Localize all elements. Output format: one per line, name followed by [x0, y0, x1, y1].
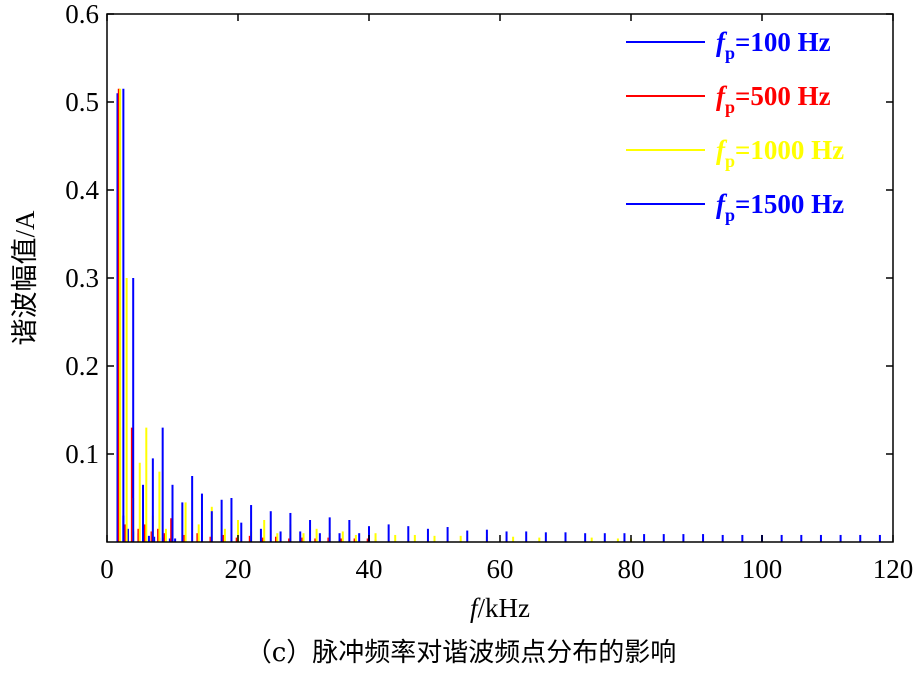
y-tick-label-2: 0.2: [65, 351, 99, 381]
legend-label-value-2: =500 Hz: [735, 81, 831, 111]
legend: fp=100 Hz fp=500 Hz fp=1000 Hz fp=1500 Hz: [626, 27, 844, 225]
y-axis-label: 谐波幅值/A: [10, 210, 40, 346]
legend-label-value-4: =1500 Hz: [735, 189, 844, 219]
legend-label-2: fp=500 Hz: [716, 81, 831, 117]
x-tick-label-3: 40: [356, 554, 383, 584]
y-tick-label-6: 0.6: [65, 0, 99, 29]
y-tick-label-5: 0.5: [65, 87, 99, 117]
legend-label-4: fp=1500 Hz: [716, 189, 844, 225]
x-tick-label-1: 0: [100, 554, 114, 584]
x-tick-label-6: 100: [742, 554, 783, 584]
legend-label-3: fp=1000 Hz: [716, 135, 844, 171]
x-tick-label-7: 120: [873, 554, 914, 584]
legend-label-sub-2: p: [725, 97, 735, 117]
x-axis-ticks: 0 20 40 60 80 100 120: [100, 14, 913, 584]
y-tick-label-3: 0.3: [65, 263, 99, 293]
y-axis-ticks: 0.1 0.2 0.3 0.4 0.5 0.6: [65, 0, 893, 469]
x-tick-label-2: 20: [225, 554, 252, 584]
legend-label-1: fp=100 Hz: [716, 27, 831, 63]
y-tick-label-4: 0.4: [65, 175, 99, 205]
x-tick-label-5: 80: [618, 554, 645, 584]
y-tick-label-1: 0.1: [65, 439, 99, 469]
legend-label-sub-1: p: [725, 43, 735, 63]
x-tick-label-4: 60: [487, 554, 514, 584]
bars-layer: [116, 88, 881, 542]
x-axis-label-unit: /kHz: [478, 593, 531, 623]
legend-label-value-3: =1000 Hz: [735, 135, 844, 165]
legend-label-sub-4: p: [725, 205, 735, 225]
legend-label-sub-3: p: [725, 151, 735, 171]
harmonic-amplitude-chart: 0 20 40 60 80 100 120 0.1 0.2 0.3 0.4 0.5 0.6 f/kHz…: [10, 0, 913, 623]
legend-label-value-1: =100 Hz: [735, 27, 831, 57]
x-axis-label: f/kHz: [470, 593, 530, 623]
x-axis-label-var: f: [470, 593, 481, 623]
figure-caption: （c）脉冲频率对谐波频点分布的影响: [245, 638, 677, 668]
